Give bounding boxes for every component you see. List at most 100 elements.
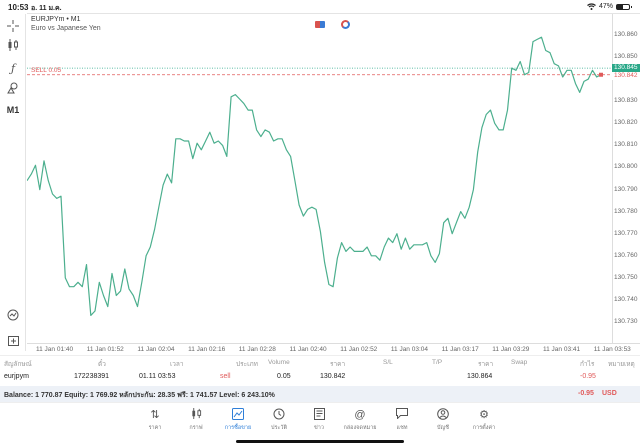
- status-right: 47%: [587, 3, 632, 10]
- objects-icon[interactable]: [0, 78, 26, 98]
- col-sl: S/L: [383, 359, 393, 366]
- news-icon: [299, 408, 339, 422]
- nav-history[interactable]: ประวัติ: [259, 408, 299, 432]
- nav-settings[interactable]: ⚙ การตั้งค่า: [464, 408, 504, 432]
- balance-summary: Balance: 1 770.87 Equity: 1 769.92 หลักป…: [4, 392, 275, 399]
- time-tick: 11 Jan 02:28: [238, 346, 276, 353]
- price-tick: 130.800: [614, 163, 638, 171]
- nav-mailbox[interactable]: @ กล่องจดหมาย: [340, 408, 380, 432]
- price-tick: 130.780: [614, 207, 638, 215]
- time-tick: 11 Jan 03:53: [593, 346, 631, 353]
- nav-chat-label: แชท: [396, 425, 408, 431]
- wifi-icon: [587, 3, 596, 10]
- price-tick: 130.730: [614, 318, 638, 326]
- time-tick: 11 Jan 01:52: [86, 346, 124, 353]
- price-tick: 130.810: [614, 141, 638, 149]
- market-session-icon[interactable]: [341, 20, 350, 29]
- col-volume: Volume: [268, 359, 290, 366]
- sell-marker: [599, 72, 603, 77]
- nav-quotes[interactable]: ⇅ ราคา: [135, 408, 175, 432]
- new-order-icon[interactable]: [0, 330, 26, 350]
- chart-top-border: [27, 13, 640, 14]
- gear-icon: ⚙: [479, 409, 489, 421]
- col-type: ประเภท: [236, 361, 258, 368]
- time-tick: 11 Jan 03:04: [390, 346, 428, 353]
- cell-ticket: 172238391: [74, 373, 110, 380]
- nav-charts-label: กราฟ: [189, 425, 203, 431]
- balance-bar: Balance: 1 770.87 Equity: 1 769.92 หลักป…: [0, 386, 640, 402]
- time-tick: 11 Jan 02:40: [289, 346, 327, 353]
- currency: USD: [602, 390, 617, 397]
- price-tick: 130.760: [614, 251, 638, 259]
- price-chart[interactable]: [27, 14, 640, 351]
- battery-percent: 47%: [598, 3, 613, 10]
- signals-icon[interactable]: [0, 305, 26, 325]
- cell-price: 130.864: [467, 373, 493, 380]
- price-tick: 130.750: [614, 273, 638, 281]
- arrows-updown-icon: ⇅: [150, 409, 160, 421]
- positions-table-header: สัญลักษณ์ ตั๋ว เวลา ประเภท Volume ราคา S…: [0, 355, 640, 368]
- price-tick: 130.850: [614, 53, 638, 61]
- price-tick: 130.770: [614, 229, 638, 237]
- price-line: [27, 36, 602, 316]
- home-indicator: [236, 440, 404, 443]
- history-clock-icon: [259, 408, 299, 422]
- trade-chart-icon: [218, 408, 258, 422]
- nav-quotes-label: ราคา: [148, 425, 162, 431]
- price-tick: 130.830: [614, 97, 638, 105]
- nav-chat[interactable]: แชท: [382, 408, 422, 432]
- table-row[interactable]: eurjpym 172238391 01.11 03:53 sell 0.05 …: [0, 369, 640, 385]
- battery-icon: [616, 3, 632, 10]
- nav-charts[interactable]: กราฟ: [176, 408, 216, 432]
- chart-toolbar: ƒ M1: [0, 14, 26, 351]
- col-tp: T/P: [432, 359, 443, 366]
- candlestick-icon[interactable]: [0, 35, 26, 55]
- nav-trade[interactable]: การซื้อขาย: [218, 408, 258, 432]
- one-click-trading-icon[interactable]: [315, 21, 325, 28]
- nav-history-label: ประวัติ: [270, 425, 288, 431]
- col-price: ราคา: [478, 361, 494, 368]
- price-tick: 130.820: [614, 119, 638, 127]
- status-date: อ. 11 ม.ค.: [31, 5, 62, 12]
- col-swap: Swap: [511, 359, 528, 366]
- time-tick: 11 Jan 02:04: [137, 346, 175, 353]
- nav-news[interactable]: ข่าว: [299, 408, 339, 432]
- candlestick-icon: [176, 408, 216, 422]
- time-tick: 11 Jan 01:40: [36, 346, 74, 353]
- bottom-navigation: ⇅ ราคา กราฟ การซื้อขาย ประวัติ ข่าว @ กล…: [0, 402, 640, 447]
- col-profit: กำไร: [580, 361, 595, 368]
- chat-bubble-icon: [382, 408, 422, 422]
- price-axis: [612, 14, 640, 344]
- bid-price-tag: 130.845: [612, 64, 640, 72]
- nav-settings-label: การตั้งค่า: [472, 425, 496, 431]
- price-tick: 130.860: [614, 31, 638, 38]
- nav-accounts[interactable]: บัญชี: [423, 408, 463, 432]
- price-tick: 130.790: [614, 185, 638, 193]
- price-tick: 130.740: [614, 295, 638, 303]
- time-tick: 11 Jan 03:29: [492, 346, 530, 353]
- cell-symbol: eurjpym: [4, 373, 29, 380]
- time-tick: 11 Jan 02:52: [340, 346, 378, 353]
- status-bar: 10:53 อ. 11 ม.ค. 47%: [0, 0, 640, 14]
- nav-mailbox-label: กล่องจดหมาย: [343, 425, 377, 431]
- status-time: 10:53: [8, 3, 29, 12]
- col-comment: หมายเหตุ: [608, 361, 635, 368]
- col-open-price: ราคา: [330, 361, 346, 368]
- nav-accounts-label: บัญชี: [437, 425, 449, 431]
- time-tick: 11 Jan 02:16: [188, 346, 226, 353]
- cell-profit: -0.95: [580, 373, 596, 380]
- time-tick: 11 Jan 03:17: [441, 346, 479, 353]
- timeframe-m1[interactable]: M1: [6, 105, 20, 115]
- sell-order-label[interactable]: SELL 0.05: [31, 67, 62, 74]
- cell-open-price: 130.842: [320, 373, 346, 380]
- at-sign-icon: @: [354, 409, 366, 421]
- col-symbol: สัญลักษณ์: [4, 361, 32, 368]
- symbol-title: EURJPYm • M1: [31, 16, 81, 23]
- col-ticket: ตั๋ว: [98, 361, 106, 368]
- time-axis: [27, 343, 640, 353]
- nav-trade-label: การซื้อขาย: [224, 425, 252, 431]
- user-account-icon: [423, 408, 463, 422]
- function-icon[interactable]: ƒ: [10, 61, 16, 75]
- cell-time: 01.11 03:53: [139, 373, 176, 380]
- crosshair-icon[interactable]: [0, 16, 26, 36]
